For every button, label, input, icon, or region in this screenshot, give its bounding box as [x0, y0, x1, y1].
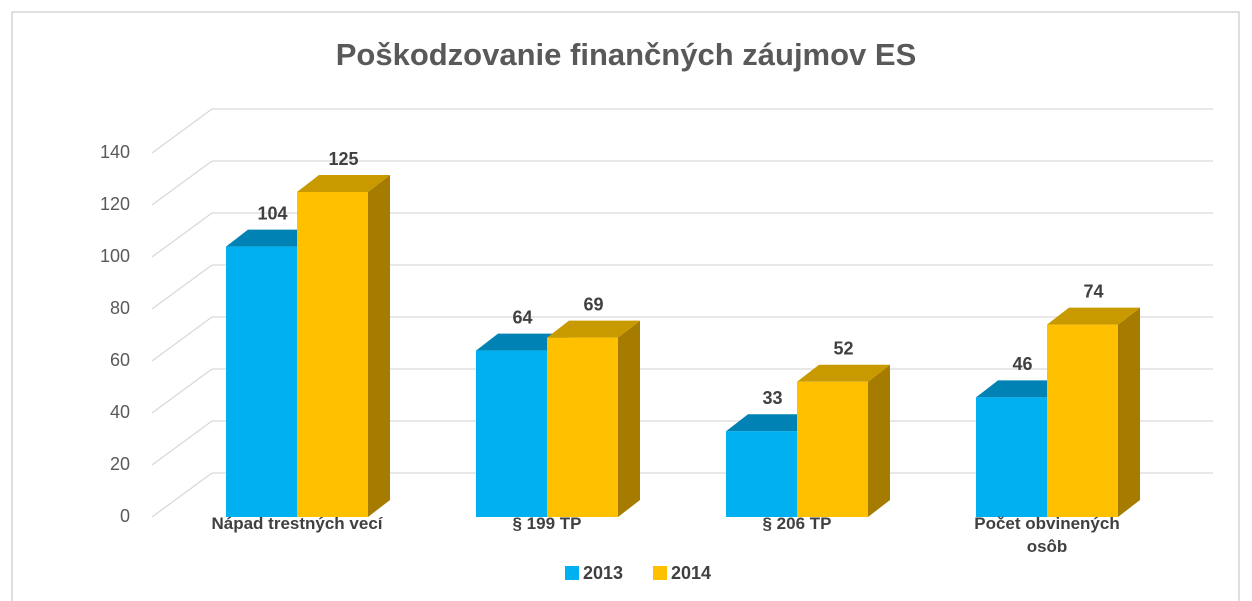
bar-top	[1047, 307, 1140, 325]
bar	[297, 192, 368, 517]
bar-side	[368, 175, 390, 517]
grid-line	[151, 108, 1213, 154]
data-label: 64	[512, 307, 532, 327]
y-tick-label: 120	[100, 194, 130, 214]
x-tick-label: Počet obvinených osôb	[974, 514, 1120, 556]
bar	[797, 381, 868, 517]
grid-line	[151, 264, 1213, 310]
legend-label: 2013	[583, 563, 623, 583]
chart-title: Poškodzovanie finančných záujmov ES	[336, 37, 917, 72]
bar	[547, 337, 618, 517]
grid-line	[151, 160, 1213, 206]
y-tick-label: 80	[110, 298, 130, 318]
bar-top	[726, 414, 819, 432]
y-tick-label: 60	[110, 350, 130, 370]
bar	[976, 397, 1047, 517]
y-tick-label: 0	[120, 506, 130, 526]
bar	[1047, 324, 1118, 517]
data-label: 33	[762, 388, 782, 408]
bar-top	[476, 333, 569, 351]
y-tick-label: 40	[110, 402, 130, 422]
x-tick-label: § 206 TP	[762, 514, 832, 533]
y-tick-label: 140	[100, 142, 130, 162]
data-label: 104	[257, 203, 287, 223]
y-tick-label: 20	[110, 454, 130, 474]
legend-swatch	[565, 566, 579, 580]
x-tick-label: Nápad trestných vecí	[211, 514, 383, 533]
bar-top	[797, 364, 890, 382]
legend-label: 2014	[671, 563, 711, 583]
grid-line	[151, 212, 1213, 258]
bar-top	[226, 229, 319, 247]
y-tick-label: 100	[100, 246, 130, 266]
x-tick-label: § 199 TP	[512, 514, 582, 533]
bar	[726, 431, 797, 517]
data-label: 52	[833, 339, 853, 359]
bar-top	[297, 175, 390, 192]
bar-side	[868, 364, 890, 517]
data-label: 125	[328, 149, 358, 169]
bar	[226, 246, 297, 517]
grid-line	[151, 316, 1213, 362]
legend-swatch	[653, 566, 667, 580]
bar-top	[976, 380, 1069, 398]
bar-side	[618, 320, 640, 517]
bar-side	[1118, 307, 1140, 517]
bar-top	[547, 320, 640, 338]
data-label: 74	[1083, 281, 1103, 301]
data-label: 69	[583, 294, 603, 314]
bar	[476, 350, 547, 517]
data-label: 46	[1012, 354, 1032, 374]
